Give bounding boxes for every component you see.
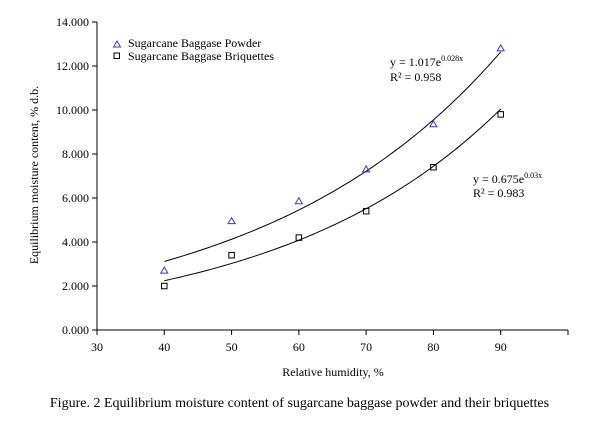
- equation-powder-exponent: 0.028x: [441, 54, 463, 63]
- trendlines: [164, 51, 502, 282]
- point-briquettes: [497, 111, 504, 118]
- r2-briquettes: R² = 0.983: [473, 186, 524, 200]
- point-powder: [361, 164, 371, 173]
- x-tick-label: 50: [226, 340, 238, 354]
- trendline-briquettes: [164, 108, 502, 282]
- equation-briquettes: y = 0.675e0.03x R² = 0.983: [473, 171, 542, 200]
- y-axis-label: Equilibrium moisture content, % d.b.: [27, 86, 41, 264]
- data-markers: [159, 43, 506, 290]
- point-powder: [429, 119, 438, 128]
- y-tick-label: 6.000: [62, 191, 89, 205]
- y-tick-label: 2.000: [62, 279, 89, 293]
- figure-caption: Figure. 2 Equilibrium moisture content o…: [49, 396, 550, 411]
- y-tick-label: 4.000: [62, 235, 89, 249]
- point-powder: [496, 43, 506, 52]
- x-axis-label: Relative humidity, %: [282, 365, 384, 379]
- legend-label-powder: Sugarcane Baggase Powder: [128, 36, 261, 50]
- x-tick-label: 80: [427, 340, 439, 354]
- y-tick-label: 0.000: [62, 323, 89, 337]
- trendline-powder: [164, 51, 502, 262]
- point-briquettes: [161, 282, 168, 290]
- axes: [96, 22, 568, 331]
- x-axis-ticks: 30 40 50 60 70 80 90: [91, 330, 569, 354]
- r2-powder: R² = 0.958: [390, 70, 441, 84]
- y-tick-label: 8.000: [62, 147, 89, 161]
- point-briquettes: [295, 234, 303, 241]
- y-tick-label: 10.000: [56, 103, 89, 117]
- point-briquettes: [362, 207, 370, 215]
- point-powder: [294, 196, 304, 205]
- x-tick-label: 60: [293, 340, 305, 354]
- equation-powder: y = 1.017e0.028x R² = 0.958: [390, 54, 463, 84]
- y-tick-label: 14.000: [56, 15, 89, 29]
- svg-text:y = 0.675e0.03x: y = 0.675e0.03x: [473, 171, 542, 186]
- legend-marker-briquettes: [113, 52, 120, 59]
- equation-powder-base: y = 1.017e: [390, 55, 441, 69]
- point-powder: [159, 266, 169, 274]
- point-briquettes: [430, 163, 437, 171]
- point-briquettes: [228, 251, 235, 259]
- x-tick-label: 30: [91, 340, 103, 354]
- svg-text:y = 1.017e0.028x: y = 1.017e0.028x: [390, 54, 463, 69]
- equation-briquettes-exponent: 0.03x: [524, 171, 542, 180]
- x-tick-label: 90: [495, 340, 507, 354]
- y-tick-label: 12.000: [56, 59, 89, 73]
- y-axis-ticks: 0.000 2.000 4.000 6.000 8.000 10.000 12.000 14.…: [56, 15, 97, 337]
- legend-label-briquettes: Sugarcane Baggase Briquettes: [128, 49, 274, 63]
- legend-marker-powder: [112, 40, 122, 48]
- x-tick-label: 40: [158, 340, 170, 354]
- point-powder: [227, 216, 236, 225]
- x-tick-label: 70: [360, 340, 372, 354]
- legend: Sugarcane Baggase Powder Sugarcane Bagga…: [112, 36, 274, 63]
- equation-briquettes-base: y = 0.675e: [473, 172, 524, 186]
